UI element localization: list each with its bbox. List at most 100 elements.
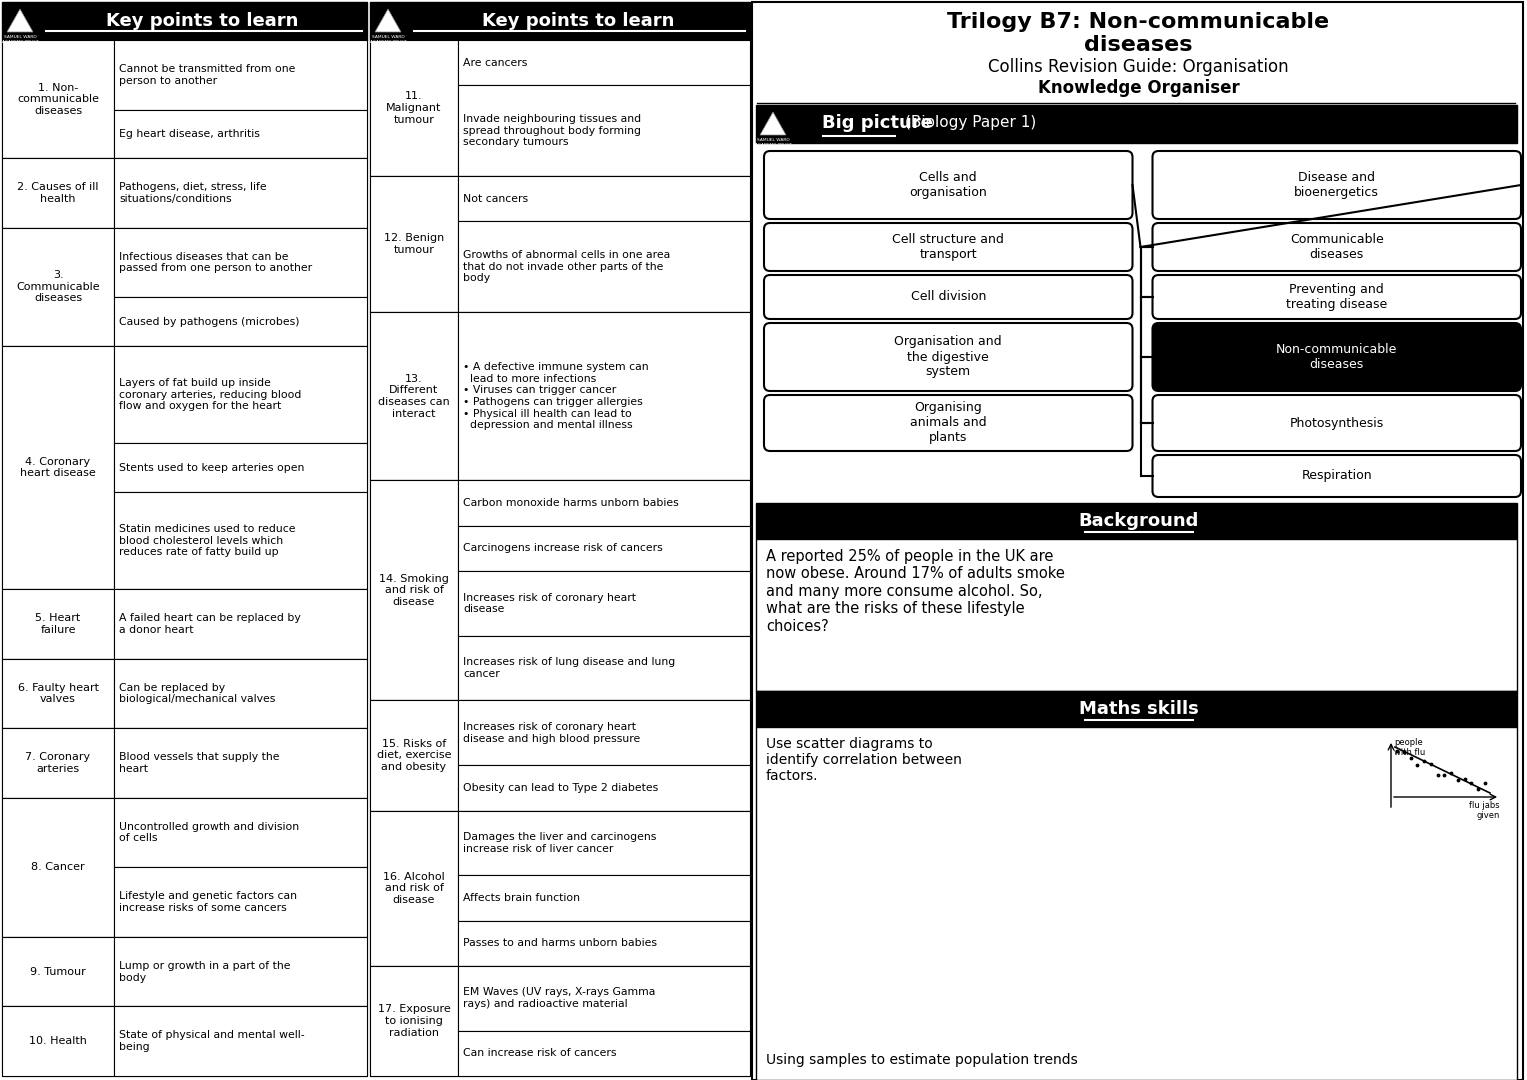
Text: Disease and
bioenergetics: Disease and bioenergetics bbox=[1295, 171, 1379, 199]
FancyBboxPatch shape bbox=[370, 481, 750, 701]
Text: Obesity can lead to Type 2 diabetes: Obesity can lead to Type 2 diabetes bbox=[463, 783, 658, 793]
Text: Use scatter diagrams to
identify correlation between
factors.: Use scatter diagrams to identify correla… bbox=[767, 737, 962, 783]
FancyBboxPatch shape bbox=[764, 222, 1133, 271]
FancyBboxPatch shape bbox=[1153, 455, 1521, 497]
Text: Stents used to keep arteries open: Stents used to keep arteries open bbox=[119, 462, 304, 473]
FancyBboxPatch shape bbox=[2, 659, 115, 728]
Text: people
with flu: people with flu bbox=[1394, 738, 1425, 757]
FancyBboxPatch shape bbox=[115, 158, 366, 228]
Text: Invade neighbouring tissues and
spread throughout body forming
secondary tumours: Invade neighbouring tissues and spread t… bbox=[463, 114, 641, 147]
FancyBboxPatch shape bbox=[458, 966, 750, 1030]
FancyBboxPatch shape bbox=[370, 701, 458, 810]
Text: Non-communicable
diseases: Non-communicable diseases bbox=[1277, 343, 1397, 372]
FancyBboxPatch shape bbox=[115, 659, 366, 728]
Text: diseases: diseases bbox=[1084, 35, 1193, 55]
Text: Caused by pathogens (microbes): Caused by pathogens (microbes) bbox=[119, 316, 299, 326]
FancyBboxPatch shape bbox=[2, 590, 115, 659]
FancyBboxPatch shape bbox=[1153, 222, 1521, 271]
Text: Can increase risk of cancers: Can increase risk of cancers bbox=[463, 1049, 617, 1058]
FancyBboxPatch shape bbox=[458, 221, 750, 312]
FancyBboxPatch shape bbox=[2, 798, 366, 937]
Text: Can be replaced by
biological/mechanical valves: Can be replaced by biological/mechanical… bbox=[119, 683, 275, 704]
Polygon shape bbox=[376, 9, 402, 32]
Text: 2. Causes of ill
health: 2. Causes of ill health bbox=[17, 183, 99, 204]
Polygon shape bbox=[760, 112, 786, 135]
FancyBboxPatch shape bbox=[370, 966, 458, 1076]
Text: Communicable
diseases: Communicable diseases bbox=[1290, 233, 1383, 261]
Text: Pathogens, diet, stress, life
situations/conditions: Pathogens, diet, stress, life situations… bbox=[119, 183, 267, 204]
FancyBboxPatch shape bbox=[370, 2, 750, 40]
FancyBboxPatch shape bbox=[2, 228, 115, 346]
FancyBboxPatch shape bbox=[458, 40, 750, 85]
Text: 13.
Different
diseases can
interact: 13. Different diseases can interact bbox=[379, 374, 450, 419]
Text: 5. Heart
failure: 5. Heart failure bbox=[35, 613, 81, 635]
FancyBboxPatch shape bbox=[1153, 151, 1521, 219]
Text: Statin medicines used to reduce
blood cholesterol levels which
reduces rate of f: Statin medicines used to reduce blood ch… bbox=[119, 524, 296, 557]
FancyBboxPatch shape bbox=[756, 539, 1516, 691]
FancyBboxPatch shape bbox=[370, 810, 750, 966]
Text: Carbon monoxide harms unborn babies: Carbon monoxide harms unborn babies bbox=[463, 498, 678, 508]
Text: Lump or growth in a part of the
body: Lump or growth in a part of the body bbox=[119, 961, 290, 983]
FancyBboxPatch shape bbox=[764, 323, 1133, 391]
FancyBboxPatch shape bbox=[115, 728, 366, 798]
Text: Infectious diseases that can be
passed from one person to another: Infectious diseases that can be passed f… bbox=[119, 252, 312, 273]
FancyBboxPatch shape bbox=[2, 1007, 366, 1076]
FancyBboxPatch shape bbox=[115, 937, 366, 1007]
FancyBboxPatch shape bbox=[2, 728, 115, 798]
Text: • A defective immune system can
  lead to more infections
• Viruses can trigger : • A defective immune system can lead to … bbox=[463, 362, 649, 430]
Text: Cell division: Cell division bbox=[910, 291, 986, 303]
Text: Key points to learn: Key points to learn bbox=[107, 12, 299, 30]
Text: Preventing and
treating disease: Preventing and treating disease bbox=[1286, 283, 1388, 311]
FancyBboxPatch shape bbox=[756, 105, 1516, 143]
Text: State of physical and mental well-
being: State of physical and mental well- being bbox=[119, 1030, 304, 1052]
Text: 7. Coronary
arteries: 7. Coronary arteries bbox=[26, 753, 90, 774]
Text: 16. Alcohol
and risk of
disease: 16. Alcohol and risk of disease bbox=[383, 872, 444, 905]
FancyBboxPatch shape bbox=[756, 727, 1516, 1080]
FancyBboxPatch shape bbox=[764, 151, 1133, 219]
FancyBboxPatch shape bbox=[2, 798, 115, 937]
FancyBboxPatch shape bbox=[2, 346, 115, 590]
Text: Are cancers: Are cancers bbox=[463, 57, 527, 68]
FancyBboxPatch shape bbox=[2, 40, 366, 158]
FancyBboxPatch shape bbox=[458, 526, 750, 571]
Text: (Biology Paper 1): (Biology Paper 1) bbox=[906, 116, 1037, 131]
FancyBboxPatch shape bbox=[458, 810, 750, 875]
Text: 4. Coronary
heart disease: 4. Coronary heart disease bbox=[20, 457, 96, 478]
Text: SAMUEL WARD
ACADEMY TRUST: SAMUEL WARD ACADEMY TRUST bbox=[370, 35, 406, 43]
Text: Uncontrolled growth and division
of cells: Uncontrolled growth and division of cell… bbox=[119, 822, 299, 843]
Text: Photosynthesis: Photosynthesis bbox=[1290, 417, 1383, 430]
FancyBboxPatch shape bbox=[115, 1007, 366, 1076]
FancyBboxPatch shape bbox=[2, 158, 366, 228]
Text: Increases risk of coronary heart
disease and high blood pressure: Increases risk of coronary heart disease… bbox=[463, 723, 640, 744]
FancyBboxPatch shape bbox=[458, 920, 750, 966]
Text: Trilogy B7: Non-communicable: Trilogy B7: Non-communicable bbox=[947, 12, 1330, 32]
FancyBboxPatch shape bbox=[2, 937, 115, 1007]
Text: Cell structure and
transport: Cell structure and transport bbox=[892, 233, 1005, 261]
Text: Organising
animals and
plants: Organising animals and plants bbox=[910, 402, 986, 445]
FancyBboxPatch shape bbox=[115, 590, 366, 659]
FancyBboxPatch shape bbox=[458, 1030, 750, 1076]
FancyBboxPatch shape bbox=[115, 297, 366, 346]
FancyBboxPatch shape bbox=[370, 312, 458, 481]
Text: Damages the liver and carcinogens
increase risk of liver cancer: Damages the liver and carcinogens increa… bbox=[463, 832, 657, 853]
Text: Cannot be transmitted from one
person to another: Cannot be transmitted from one person to… bbox=[119, 64, 295, 85]
FancyBboxPatch shape bbox=[115, 109, 366, 158]
Polygon shape bbox=[8, 9, 34, 32]
FancyBboxPatch shape bbox=[2, 1007, 115, 1076]
FancyBboxPatch shape bbox=[370, 810, 458, 966]
FancyBboxPatch shape bbox=[1153, 395, 1521, 451]
Text: Passes to and harms unborn babies: Passes to and harms unborn babies bbox=[463, 939, 657, 948]
Text: 6. Faulty heart
valves: 6. Faulty heart valves bbox=[17, 683, 99, 704]
FancyBboxPatch shape bbox=[458, 701, 750, 766]
Text: Not cancers: Not cancers bbox=[463, 193, 528, 204]
FancyBboxPatch shape bbox=[458, 312, 750, 481]
Text: Knowledge Organiser: Knowledge Organiser bbox=[1038, 79, 1240, 97]
FancyBboxPatch shape bbox=[370, 176, 458, 312]
FancyBboxPatch shape bbox=[370, 40, 458, 176]
FancyBboxPatch shape bbox=[2, 158, 115, 228]
Text: flu jabs
given: flu jabs given bbox=[1469, 801, 1500, 821]
FancyBboxPatch shape bbox=[458, 636, 750, 701]
Text: Layers of fat build up inside
coronary arteries, reducing blood
flow and oxygen : Layers of fat build up inside coronary a… bbox=[119, 378, 301, 411]
FancyBboxPatch shape bbox=[458, 571, 750, 636]
FancyBboxPatch shape bbox=[751, 2, 1522, 1080]
